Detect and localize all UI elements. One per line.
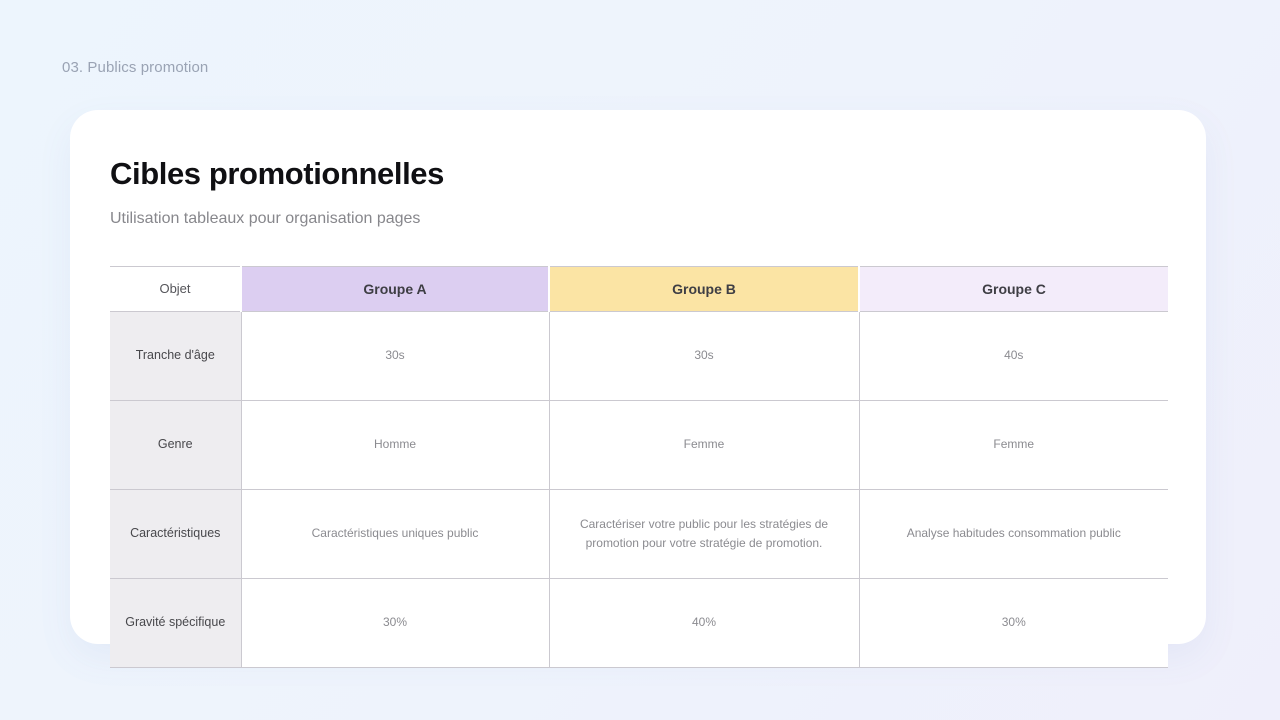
- column-header-groupe-a: Groupe A: [241, 265, 550, 312]
- cell-gravite-groupe-c: 30%: [859, 577, 1168, 668]
- table-row-caracteristiques: Caractéristiques Caractéristiques unique…: [110, 488, 1168, 579]
- column-header-groupe-b: Groupe B: [549, 265, 860, 312]
- row-label-caracteristiques: Caractéristiques: [110, 488, 242, 579]
- table-container: Objet Groupe A Groupe B Groupe C Tranche…: [110, 265, 1168, 668]
- column-header-groupe-c: Groupe C: [859, 265, 1168, 312]
- column-header-objet: Objet: [110, 265, 242, 312]
- cell-genre-groupe-a: Homme: [241, 399, 550, 490]
- cell-caracteristiques-groupe-c: Analyse habitudes consommation public: [859, 488, 1168, 579]
- page-title: Cibles promotionnelles: [110, 156, 444, 191]
- row-label-genre: Genre: [110, 399, 242, 490]
- row-label-age: Tranche d'âge: [110, 310, 242, 401]
- table-row-age: Tranche d'âge 30s 30s 40s: [110, 310, 1168, 401]
- card-content: Cibles promotionnelles Utilisation table…: [70, 110, 1206, 668]
- cell-genre-groupe-c: Femme: [859, 399, 1168, 490]
- cell-age-groupe-b: 30s: [549, 310, 860, 401]
- content-card: Cibles promotionnelles Utilisation table…: [70, 110, 1206, 668]
- cell-age-groupe-a: 30s: [241, 310, 550, 401]
- cell-gravite-groupe-a: 30%: [241, 577, 550, 668]
- slide-label: 03. Publics promotion: [62, 59, 209, 76]
- cell-caracteristiques-groupe-b: Caractériser votre public pour les strat…: [549, 488, 860, 579]
- cell-caracteristiques-groupe-a: Caractéristiques uniques public: [241, 488, 550, 579]
- page-subtitle: Utilisation tableaux pour organisation p…: [110, 209, 421, 227]
- table-row-genre: Genre Homme Femme Femme: [110, 399, 1168, 490]
- cell-genre-groupe-b: Femme: [549, 399, 860, 490]
- targets-table: Objet Groupe A Groupe B Groupe C Tranche…: [110, 265, 1168, 668]
- cell-gravite-groupe-b: 40%: [549, 577, 860, 668]
- table-row-gravite: Gravité spécifique 30% 40% 30%: [110, 577, 1168, 668]
- cell-age-groupe-c: 40s: [859, 310, 1168, 401]
- row-label-gravite: Gravité spécifique: [110, 577, 242, 668]
- table-header-row: Objet Groupe A Groupe B Groupe C: [110, 265, 1168, 312]
